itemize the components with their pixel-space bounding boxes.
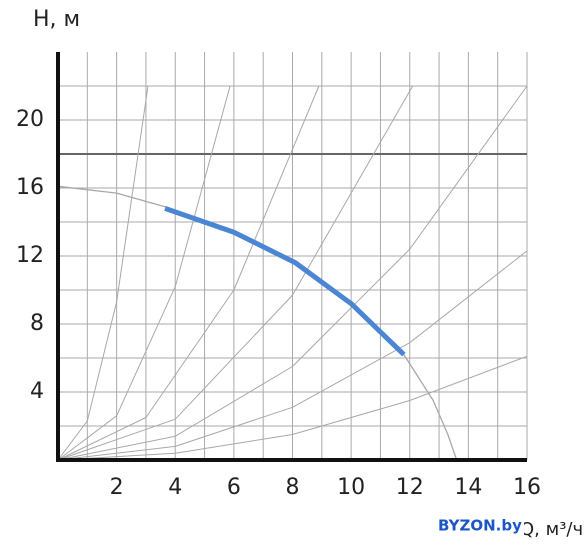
x-tick-label: 12 — [396, 475, 424, 500]
x-tick-label: 2 — [110, 475, 124, 500]
x-tick-label: 6 — [227, 475, 241, 500]
y-tick-label: 16 — [16, 175, 44, 200]
x-tick-label: 8 — [286, 475, 300, 500]
axes: 2 4 6 8 10 12 14 16 4 8 12 16 20 — [16, 52, 541, 500]
x-axis-label: Q, м³/ч — [520, 519, 583, 540]
curve — [57, 85, 149, 461]
y-tick-label: 8 — [30, 311, 44, 336]
watermark-background — [432, 513, 524, 539]
y-tick-label: 20 — [16, 107, 44, 132]
y-axis-label: H, м — [33, 7, 80, 32]
grid — [58, 52, 528, 460]
plot-lines — [57, 85, 528, 461]
watermark: BYZON.by — [438, 517, 522, 535]
curve — [57, 355, 528, 461]
curve — [57, 250, 528, 461]
curve — [57, 85, 320, 461]
x-tick-label: 16 — [513, 475, 541, 500]
curve — [164, 206, 406, 357]
x-tick-label: 10 — [337, 475, 365, 500]
y-tick-label: 4 — [30, 379, 44, 404]
x-tick-label: 14 — [454, 475, 482, 500]
curve — [57, 85, 414, 461]
curve — [57, 85, 528, 461]
curve — [57, 85, 231, 461]
x-tick-label: 4 — [168, 475, 182, 500]
y-tick-label: 12 — [16, 243, 44, 268]
